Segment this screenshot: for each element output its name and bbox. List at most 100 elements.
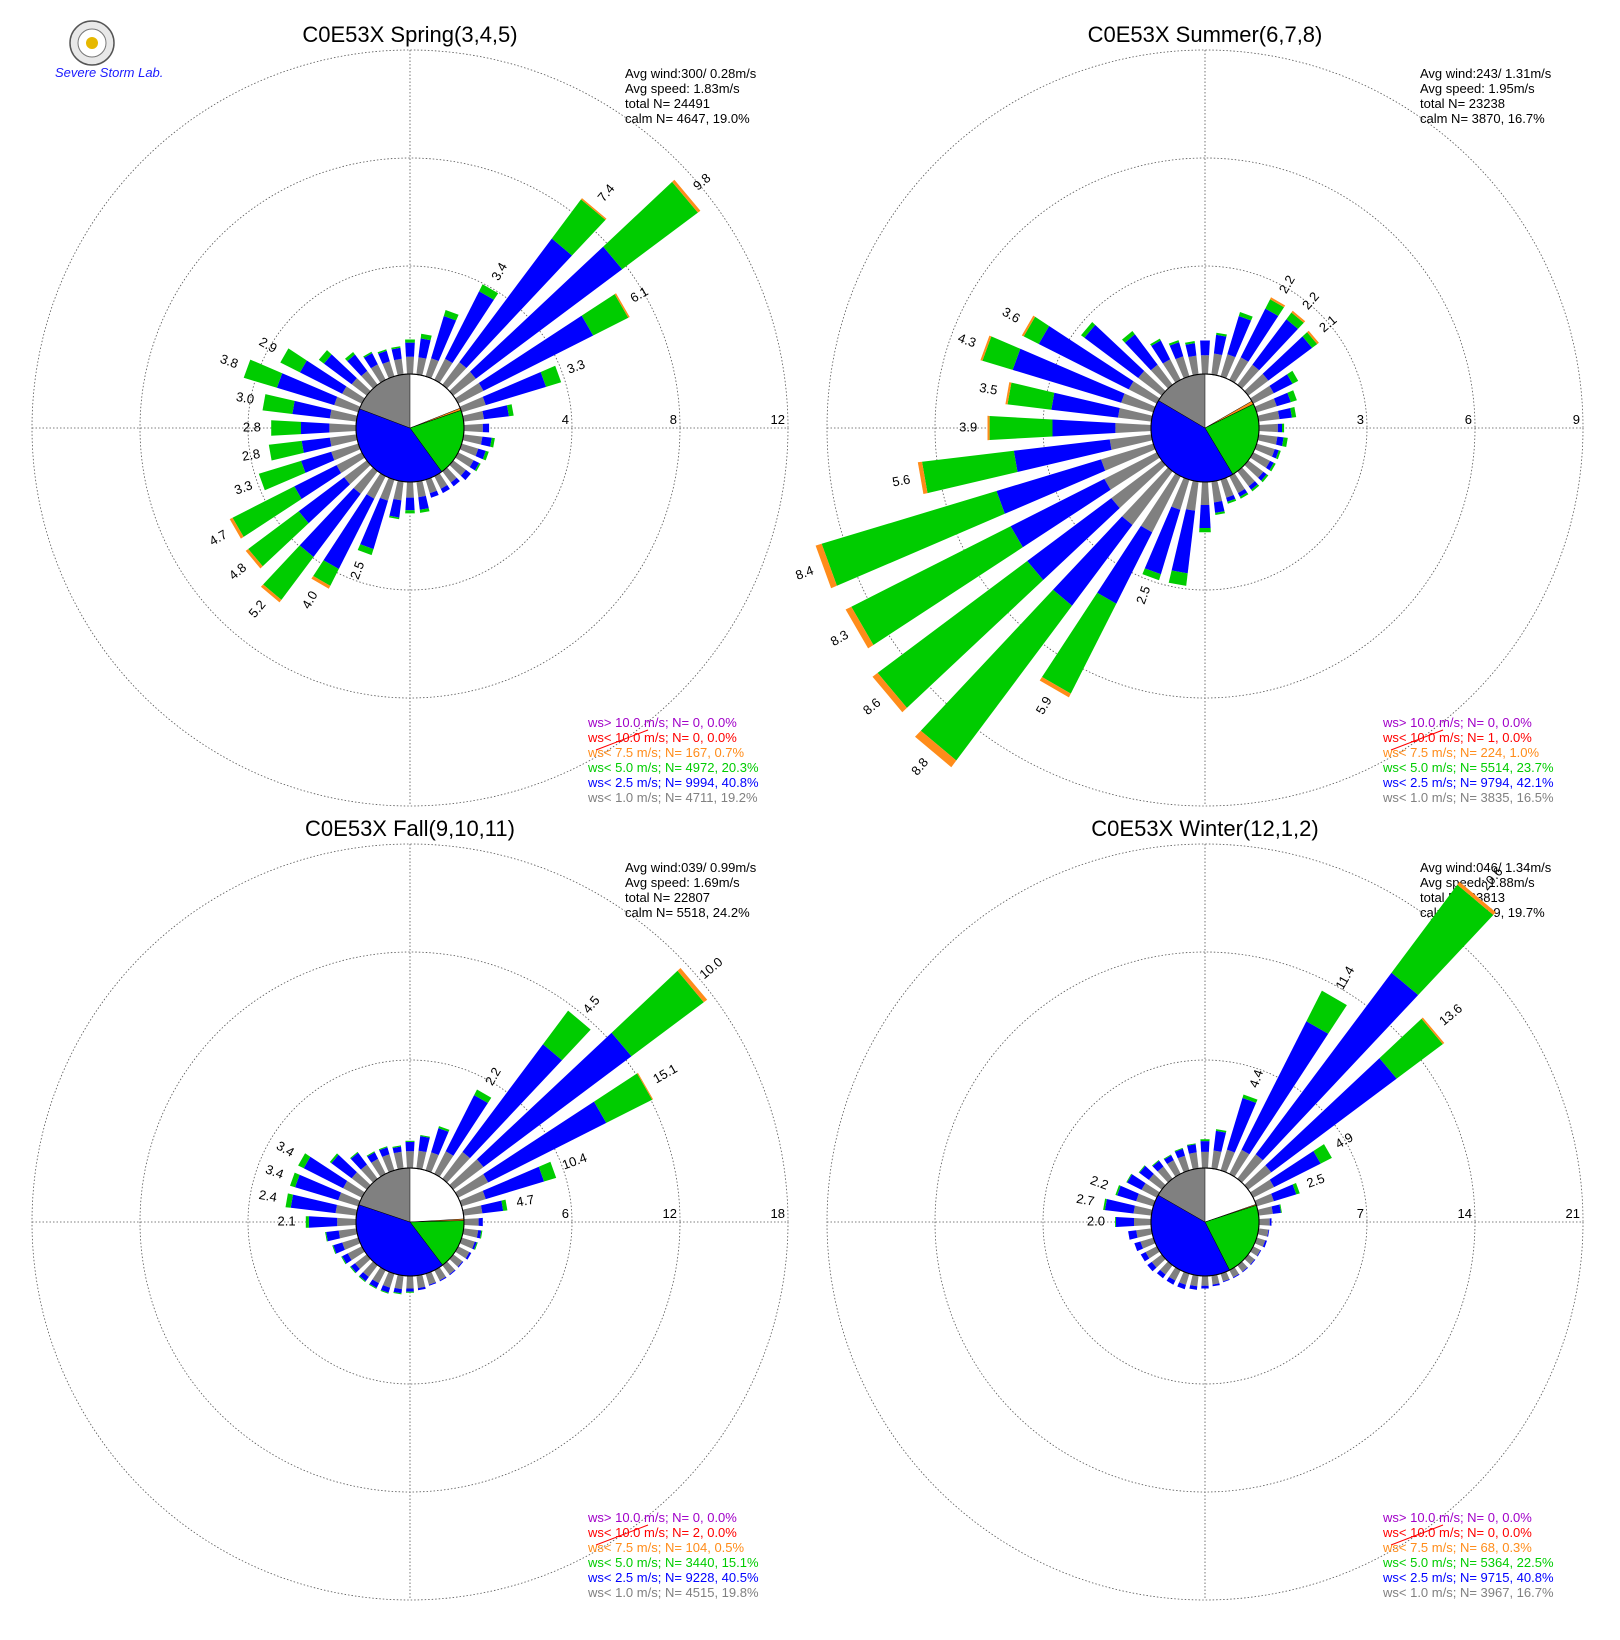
spoke-40-blue-segment bbox=[459, 238, 572, 368]
ring-label-1: 6 bbox=[562, 1206, 569, 1221]
ring-label-1: 4 bbox=[562, 412, 569, 427]
spoke-350-blue-segment bbox=[391, 347, 402, 361]
spoke-50-blue-segment bbox=[1265, 1058, 1397, 1173]
spoke-260-blue-segment bbox=[1128, 1230, 1138, 1240]
spoke-50-blue-segment bbox=[1262, 336, 1313, 381]
spoke-60-gray-segment bbox=[1250, 1179, 1275, 1198]
spoke-210-gray-segment bbox=[1140, 473, 1181, 533]
spoke-240-gray-segment bbox=[336, 452, 365, 474]
spoke-320-blue-segment bbox=[1152, 1160, 1164, 1172]
spoke-270-green-segment bbox=[271, 420, 301, 436]
spoke-label-280: 3.0 bbox=[235, 389, 255, 407]
spoke-110-gray-segment bbox=[459, 443, 479, 457]
spoke-140-gray-segment bbox=[442, 1261, 455, 1275]
spoke-330-gray-segment bbox=[1167, 1160, 1181, 1177]
spoke-170-gray-segment bbox=[1211, 1274, 1220, 1285]
spoke-310-gray-segment bbox=[1138, 370, 1166, 396]
spoke-20-green-segment bbox=[443, 310, 459, 321]
spoke-260-gray-segment bbox=[1109, 434, 1153, 450]
legend-entry-5: ws< 2.5 m/s; N= 9715, 40.8% bbox=[1382, 1570, 1554, 1585]
spoke-90-gray-segment bbox=[463, 1218, 479, 1226]
spoke-270-green-segment bbox=[1115, 1217, 1116, 1227]
spoke-330-green-segment bbox=[1163, 1154, 1172, 1160]
spoke-50-orange-segment bbox=[1421, 1017, 1445, 1045]
chart-title: C0E53X Summer(6,7,8) bbox=[1088, 22, 1323, 47]
spoke-250-green-segment bbox=[821, 491, 1005, 586]
spoke-280-gray-segment bbox=[1133, 1205, 1153, 1216]
spoke-label-280: 3.5 bbox=[978, 380, 998, 398]
spoke-0-gray-segment bbox=[406, 356, 414, 375]
spoke-label-30: 3.4 bbox=[488, 260, 510, 283]
spoke-110-blue-segment bbox=[475, 448, 486, 460]
spoke-label-270: 2.0 bbox=[1087, 1213, 1105, 1228]
spoke-80-blue-segment bbox=[1278, 408, 1292, 420]
spoke-40-gray-segment bbox=[442, 362, 467, 389]
spoke-80-gray-segment bbox=[1257, 410, 1280, 422]
spoke-330-green-segment bbox=[366, 1151, 375, 1157]
spoke-280-green-segment bbox=[1103, 1198, 1107, 1211]
spoke-140-gray-segment bbox=[1237, 1261, 1248, 1272]
spoke-210-blue-segment bbox=[1166, 1277, 1176, 1285]
legend-entry-1: ws> 10.0 m/s; N= 0, 0.0% bbox=[587, 715, 737, 730]
spoke-100-gray-segment bbox=[1257, 434, 1278, 445]
spoke-60-gray-segment bbox=[1250, 385, 1274, 404]
legend-entry-5: ws< 2.5 m/s; N= 9794, 42.1% bbox=[1382, 775, 1554, 790]
spoke-190-blue-segment bbox=[1189, 1285, 1198, 1290]
spoke-300-orange-segment bbox=[1021, 315, 1036, 337]
spoke-190-green-segment bbox=[393, 1292, 402, 1295]
spoke-290-green-segment bbox=[1115, 1185, 1121, 1196]
spoke-230-green-segment bbox=[349, 1266, 357, 1274]
spoke-50-gray-segment bbox=[1244, 1165, 1272, 1190]
legend-strike bbox=[1390, 1524, 1444, 1546]
spoke-160-blue-segment bbox=[1222, 1279, 1230, 1283]
spoke-10-gray-segment bbox=[1211, 353, 1223, 376]
spoke-label-30: 2.2 bbox=[482, 1065, 504, 1088]
spoke-310-green-segment bbox=[1138, 1165, 1146, 1173]
spoke-240-orange-segment bbox=[229, 517, 244, 539]
spoke-label-50: 9.8 bbox=[690, 170, 713, 193]
spoke-60-green-segment bbox=[581, 294, 629, 336]
spoke-0-gray-segment bbox=[406, 1151, 414, 1169]
spoke-180-gray-segment bbox=[406, 481, 414, 498]
spoke-label-300: 2.9 bbox=[257, 334, 280, 356]
spoke-50-gray-segment bbox=[449, 1159, 484, 1190]
spoke-10-blue-segment bbox=[1213, 1130, 1226, 1152]
spoke-180-green-segment bbox=[405, 510, 415, 514]
spoke-330-gray-segment bbox=[370, 364, 386, 383]
spoke-340-blue-segment bbox=[1174, 1148, 1185, 1159]
spoke-210-green-segment bbox=[313, 560, 339, 586]
ring-label-3: 21 bbox=[1566, 1206, 1580, 1221]
spoke-240-green-segment bbox=[341, 1256, 347, 1265]
spoke-250-gray-segment bbox=[342, 1237, 361, 1250]
spoke-200-gray-segment bbox=[380, 477, 395, 501]
spoke-label-230: 4.8 bbox=[226, 560, 249, 583]
spoke-80-blue-segment bbox=[481, 1200, 504, 1214]
stat-line-2: Avg speed: 1.69m/s bbox=[625, 875, 740, 890]
legend-entry-4: ws< 5.0 m/s; N= 4972, 20.3% bbox=[587, 760, 759, 775]
spoke-130-gray-segment bbox=[449, 460, 466, 476]
logo-text: Severe Storm Lab. bbox=[55, 65, 163, 80]
spoke-60-blue-segment bbox=[1269, 1151, 1321, 1188]
spoke-130-blue-segment bbox=[460, 469, 471, 481]
stat-line-3: total N= 22807 bbox=[625, 890, 710, 905]
calm-pie-outline bbox=[355, 373, 465, 483]
legend-entry-1: ws> 10.0 m/s; N= 0, 0.0% bbox=[587, 1510, 737, 1525]
spoke-270-blue-segment bbox=[1052, 419, 1116, 437]
spoke-70-green-segment bbox=[538, 1161, 557, 1182]
spoke-340-gray-segment bbox=[382, 361, 395, 379]
spoke-80-gray-segment bbox=[462, 1205, 483, 1216]
spoke-60-gray-segment bbox=[455, 1174, 489, 1198]
spoke-30-gray-segment bbox=[1229, 357, 1249, 383]
spoke-80-green-segment bbox=[501, 1199, 508, 1211]
spoke-250-blue-segment bbox=[996, 459, 1106, 514]
spoke-70-gray-segment bbox=[1254, 1193, 1274, 1207]
spoke-20-blue-segment bbox=[431, 1128, 449, 1155]
spoke-10-green-segment bbox=[1215, 1129, 1227, 1133]
ring-label-1: 7 bbox=[1357, 1206, 1364, 1221]
spoke-310-blue-segment bbox=[331, 1154, 357, 1179]
spoke-130-blue-segment bbox=[1258, 471, 1267, 481]
spoke-330-gray-segment bbox=[371, 1158, 386, 1177]
ring-label-2: 8 bbox=[670, 412, 677, 427]
spoke-260-gray-segment bbox=[1136, 1228, 1153, 1238]
